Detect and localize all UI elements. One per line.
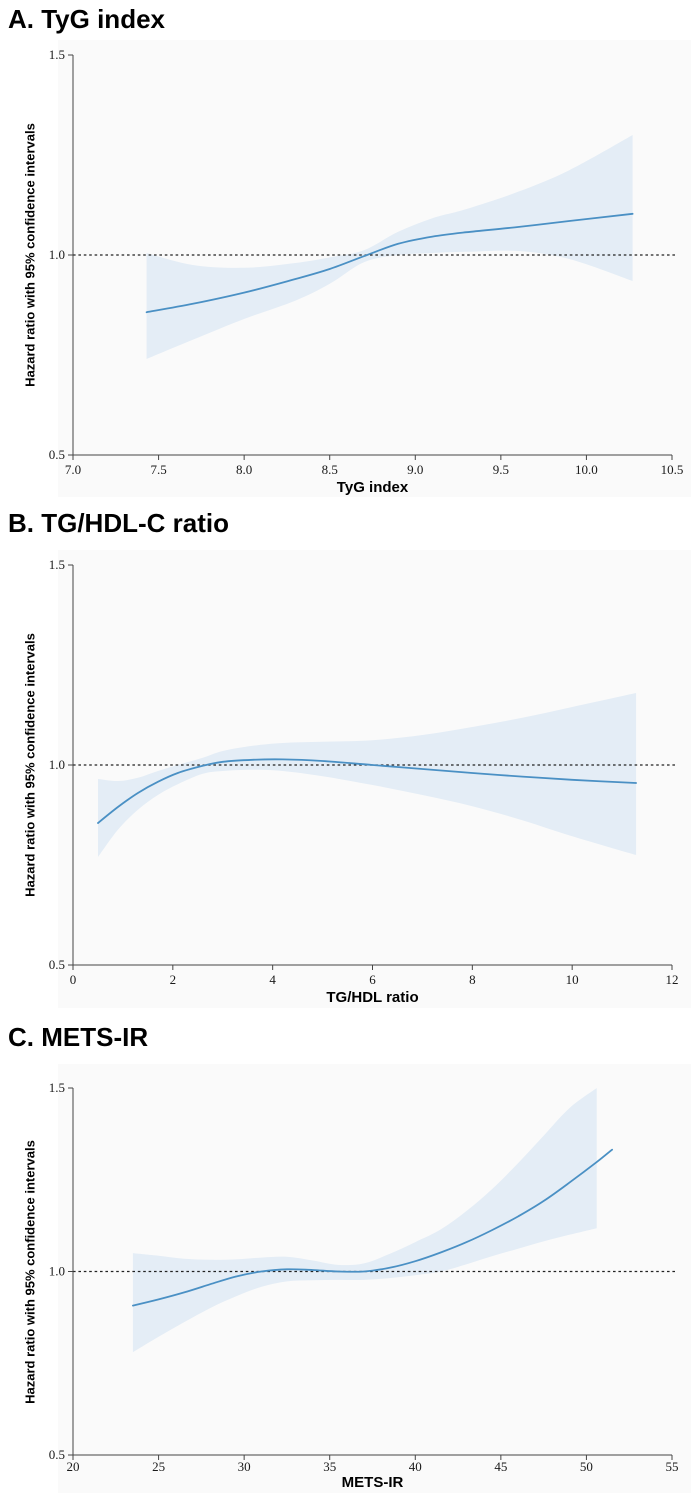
y-tick-label: 1.5 <box>49 47 65 62</box>
panel-b-x-axis-title: TG/HDL ratio <box>326 989 419 1006</box>
x-tick-label: 25 <box>152 1459 165 1474</box>
panel-c-x-axis-title: METS-IR <box>341 1474 404 1491</box>
x-tick-label: 40 <box>409 1459 422 1474</box>
y-tick-label: 1.0 <box>49 757 65 772</box>
x-tick-label: 50 <box>580 1459 593 1474</box>
x-tick-label: 20 <box>67 1459 80 1474</box>
x-tick-label: 7.0 <box>65 462 81 477</box>
confidence-band <box>98 693 637 857</box>
hazard-ratio-line <box>132 1148 613 1307</box>
panel-a-chart: 0.5 1.0 1.5 7.0 7.5 8.0 8.5 9.0 9.5 10.0 10.5 <box>49 47 684 477</box>
x-tick-label: 45 <box>494 1459 507 1474</box>
panel-c-chart: 0.5 1.0 1.5 20 25 30 35 40 45 50 55 <box>49 1080 679 1474</box>
hazard-ratio-line <box>97 758 637 824</box>
x-tick-label: 10 <box>566 972 579 987</box>
x-tick-label: 9.5 <box>493 462 509 477</box>
x-tick-label: 8.0 <box>236 462 252 477</box>
panel-a-x-axis-title: TyG index <box>336 479 409 496</box>
y-tick-label: 0.5 <box>49 957 65 972</box>
y-tick-label: 1.5 <box>49 557 65 572</box>
x-tick-label: 55 <box>666 1459 679 1474</box>
panel-b-chart: 0.5 1.0 1.5 0 2 4 6 8 10 12 <box>49 557 679 987</box>
x-tick-label: 6 <box>369 972 376 987</box>
hazard-ratio-line <box>145 212 634 314</box>
x-tick-label: 8 <box>469 972 476 987</box>
panel-a-title: A. TyG index <box>8 4 165 34</box>
panel-c-title: C. METS-IR <box>8 1022 149 1052</box>
x-tick-label: 10.5 <box>661 462 684 477</box>
x-tick-label: 12 <box>666 972 679 987</box>
y-tick-label: 1.0 <box>49 1264 65 1279</box>
x-tick-label: 7.5 <box>150 462 166 477</box>
x-tick-label: 9.0 <box>407 462 423 477</box>
x-tick-label: 35 <box>323 1459 336 1474</box>
y-tick-label: 0.5 <box>49 447 65 462</box>
x-tick-label: 10.0 <box>575 462 598 477</box>
y-tick-label: 0.5 <box>49 1447 65 1462</box>
confidence-band <box>132 1088 597 1353</box>
x-tick-label: 4 <box>269 972 276 987</box>
x-tick-label: 0 <box>70 972 77 987</box>
x-tick-label: 8.5 <box>322 462 338 477</box>
panel-b-title: B. TG/HDL-C ratio <box>8 508 229 538</box>
y-tick-label: 1.5 <box>49 1080 65 1095</box>
y-tick-label: 1.0 <box>49 247 65 262</box>
x-tick-label: 2 <box>170 972 177 987</box>
x-tick-label: 30 <box>238 1459 251 1474</box>
